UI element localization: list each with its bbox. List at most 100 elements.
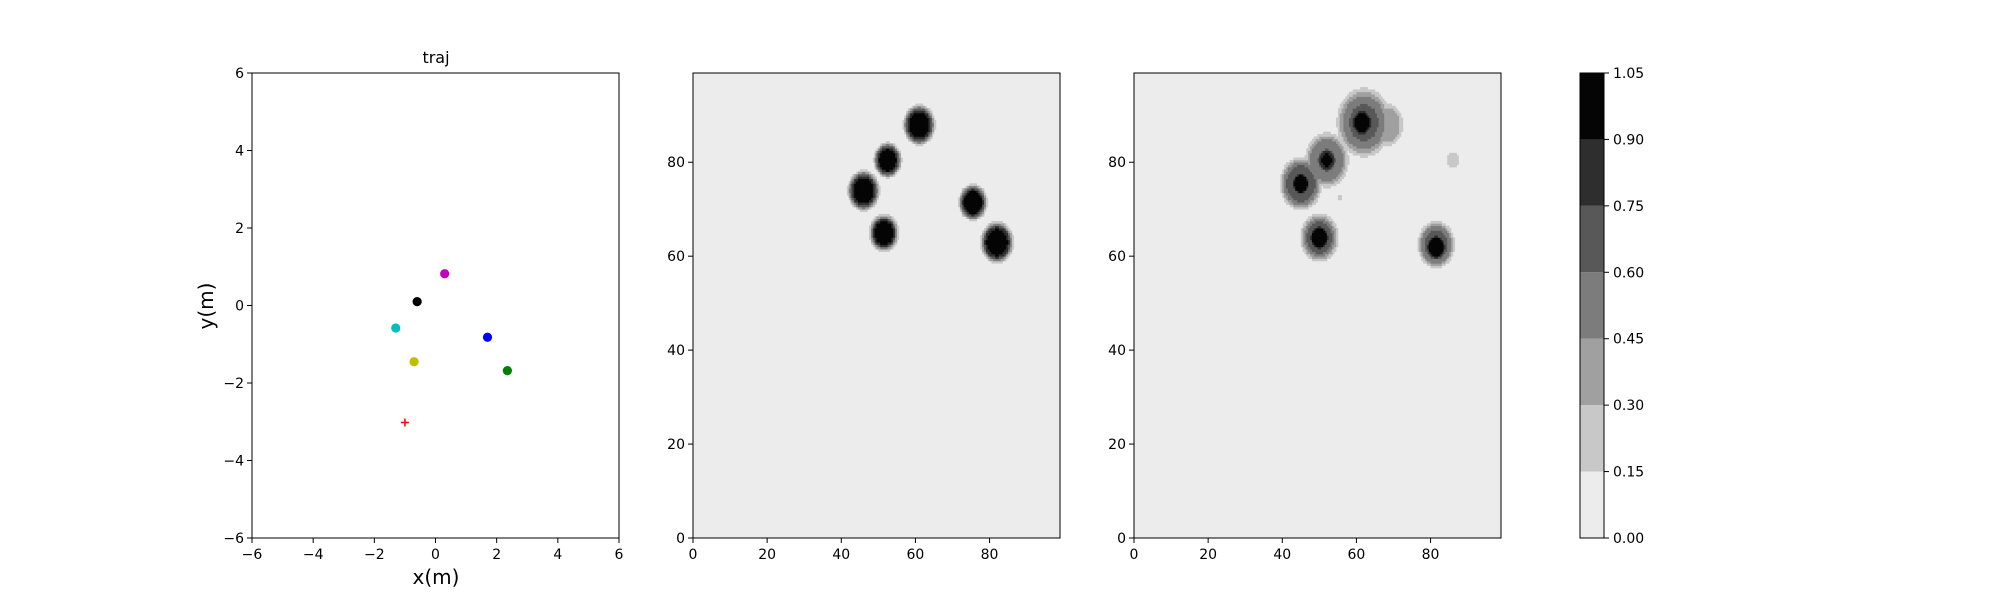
heatmap2-cell — [861, 206, 864, 210]
heatmap3-cell — [1293, 199, 1296, 203]
heatmap3-cell — [1374, 105, 1378, 109]
heatmap2-cell — [993, 223, 996, 227]
heatmap3-cell — [1386, 138, 1389, 142]
heatmap3-cell — [1328, 256, 1331, 259]
heatmap2-cell — [913, 127, 916, 130]
heatmap3-cell — [1304, 237, 1307, 241]
heatmap3-cell — [1452, 164, 1456, 168]
heatmap3-cell — [1436, 253, 1439, 257]
heatmap3-cell — [1310, 228, 1313, 231]
heatmap3-cell — [1317, 228, 1320, 231]
heatmap3-cell — [1449, 235, 1452, 238]
heatmap3-cell — [1393, 127, 1396, 130]
heatmap3-cell — [1350, 124, 1354, 128]
heatmap3-cell — [1341, 112, 1344, 116]
heatmap3-cell — [1293, 190, 1296, 194]
heatmap3-cell — [1282, 178, 1285, 182]
heatmap3-cell — [1365, 101, 1368, 104]
heatmap3-cell — [1354, 124, 1357, 128]
heatmap3-cell — [1328, 152, 1331, 156]
heatmap3-cell — [1369, 129, 1372, 133]
heatmap3-cell — [1330, 251, 1333, 255]
heatmap2-cell — [889, 220, 892, 224]
heatmap2-cell — [874, 178, 877, 182]
heatmap3-cell — [1352, 115, 1355, 119]
heatmap2-cell — [869, 199, 872, 203]
heatmap3-cell — [1328, 141, 1331, 144]
heatmap2-cell — [874, 218, 877, 222]
heatmap3-cell — [1326, 242, 1330, 245]
heatmap3-cell — [1311, 162, 1315, 165]
heatmap3-cell — [1321, 176, 1324, 180]
heatmap2-cell — [883, 213, 887, 217]
heatmap3-y-tick-label: 20 — [1108, 437, 1126, 453]
heatmap3-cell — [1319, 190, 1322, 194]
heatmap3-cell — [1352, 105, 1355, 109]
heatmap3-cell — [1337, 166, 1341, 170]
heatmap3-cell — [1330, 232, 1333, 236]
heatmap3-cell — [1387, 112, 1391, 116]
heatmap2-cell — [961, 209, 965, 212]
heatmap3-cell — [1336, 117, 1339, 121]
heatmap2-cell — [908, 108, 911, 111]
heatmap3-cell — [1293, 157, 1296, 161]
heatmap3-cell — [1282, 192, 1285, 196]
heatmap3-cell — [1386, 124, 1389, 128]
heatmap3-cell — [1287, 169, 1291, 173]
heatmap2-cell — [856, 185, 859, 189]
heatmap3-cell — [1300, 157, 1304, 161]
heatmap3-cell — [1367, 96, 1370, 100]
heatmap3-cell — [1336, 244, 1339, 248]
heatmap3-cell — [1311, 155, 1315, 158]
heatmap3-cell — [1349, 96, 1352, 100]
heatmap3-cell — [1304, 178, 1307, 182]
heatmap3-cell — [1284, 188, 1287, 191]
heatmap3-cell — [1369, 117, 1372, 121]
heatmap3-cell — [1395, 129, 1398, 133]
heatmap3-cell — [1300, 197, 1304, 201]
heatmap2-cell — [980, 239, 983, 243]
heatmap2-cell — [984, 204, 987, 208]
heatmap3-cell — [1352, 103, 1355, 107]
heatmap3-cell — [1341, 169, 1344, 173]
heatmap3-cell — [1347, 138, 1350, 142]
heatmap2-cell — [959, 195, 963, 198]
heatmap2-cell — [1004, 256, 1007, 259]
heatmap3-cell — [1373, 94, 1376, 97]
heatmap2-cell — [1000, 223, 1003, 227]
heatmap3-cell — [1350, 131, 1354, 135]
heatmap3-cell — [1450, 246, 1454, 250]
heatmap3-cell — [1345, 129, 1348, 133]
heatmap2-cell — [971, 216, 974, 220]
heatmap2-cell — [887, 216, 890, 220]
heatmap3-cell — [1321, 162, 1324, 165]
heatmap3-cell — [1313, 173, 1317, 177]
heatmap2-cell — [932, 119, 935, 123]
heatmap2-cell — [974, 190, 977, 194]
heatmap3-cell — [1380, 117, 1383, 121]
heatmap3-cell — [1389, 115, 1393, 119]
heatmap2-cell — [991, 260, 994, 264]
heatmap3-cell — [1352, 117, 1355, 121]
heatmap3-cell — [1332, 145, 1335, 149]
heatmap3-cell — [1334, 150, 1337, 154]
heatmap3-cell — [1419, 251, 1422, 255]
heatmap3-cell — [1324, 237, 1328, 241]
heatmap3-cell — [1330, 150, 1333, 154]
heatmap2-cell — [859, 188, 863, 191]
heatmap2-cell — [998, 260, 1002, 264]
heatmap2-cell — [917, 115, 920, 119]
heatmap3-cell — [1425, 258, 1428, 262]
heatmap3-cell — [1441, 263, 1444, 266]
heatmap3-cell — [1347, 127, 1350, 130]
heatmap3-cell — [1321, 141, 1324, 144]
heatmap3-cell — [1356, 94, 1359, 97]
heatmap3-cell — [1326, 237, 1330, 241]
heatmap2-cell — [998, 223, 1002, 227]
heatmap2-cell — [1004, 228, 1007, 231]
heatmap3-cell — [1374, 98, 1378, 102]
heatmap2-cell — [874, 162, 877, 165]
heatmap3-cell — [1358, 150, 1361, 154]
heatmap3-cell — [1319, 166, 1322, 170]
heatmap3-cell — [1354, 138, 1357, 142]
